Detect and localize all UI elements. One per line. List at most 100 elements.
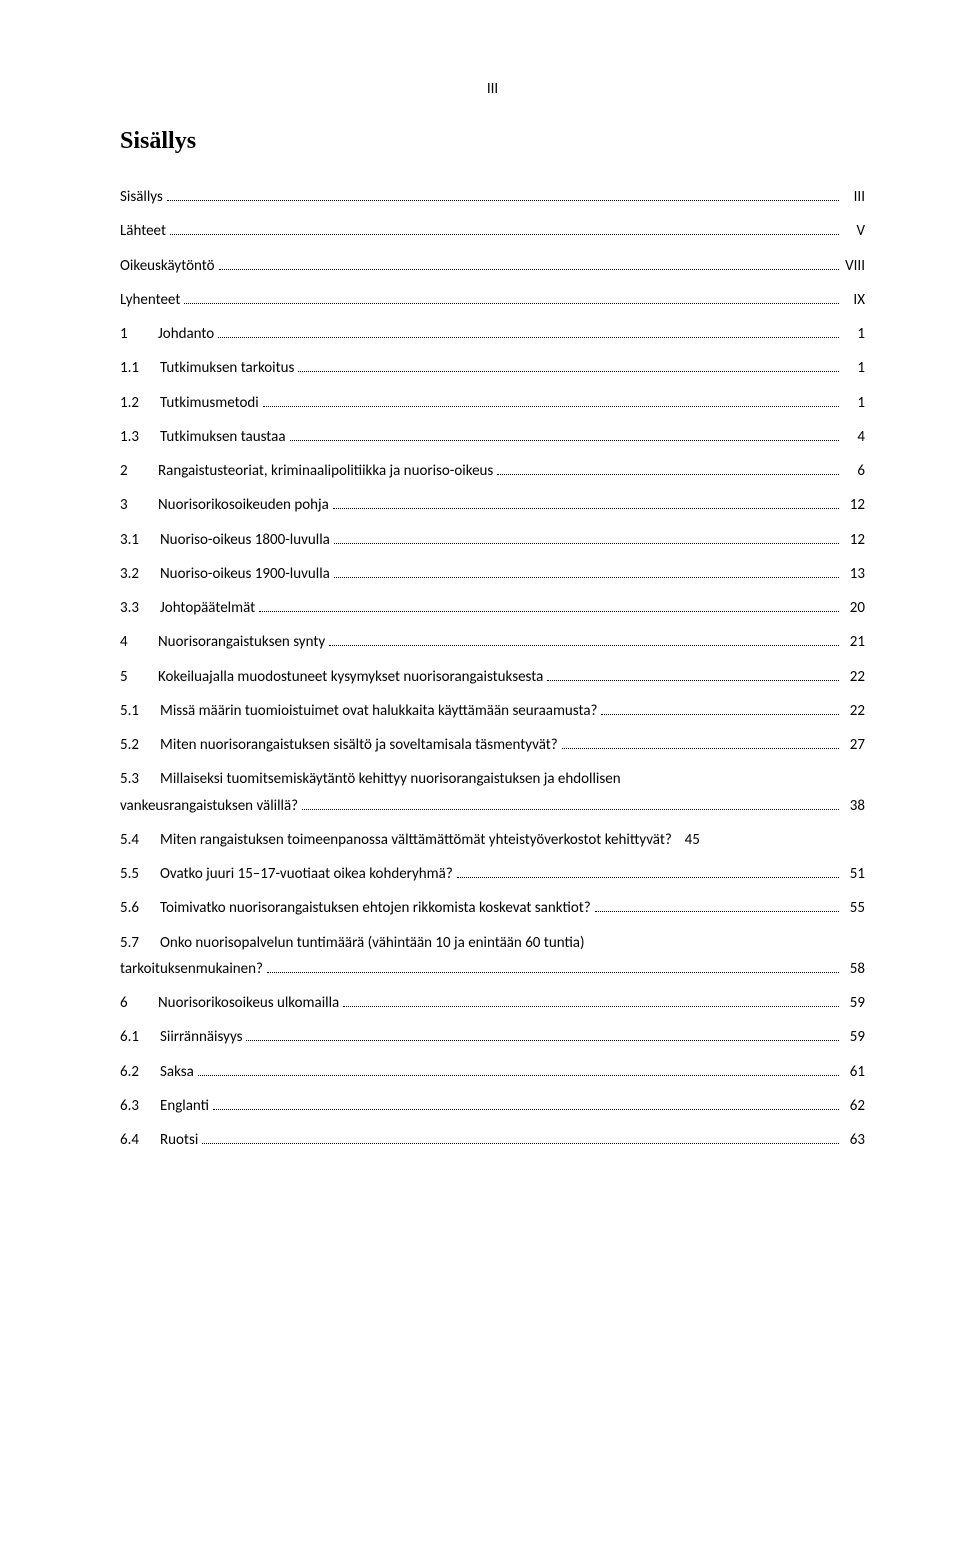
toc-number: 5 xyxy=(120,667,138,687)
toc-number: 6 xyxy=(120,993,138,1013)
toc-label: Miten rangaistuksen toimeenpanossa vältt… xyxy=(160,830,672,850)
toc-label: Ruotsi xyxy=(160,1130,198,1150)
toc-number: 4 xyxy=(120,632,138,652)
toc-entry: 6 Nuorisorikosoikeus ulkomailla 59 xyxy=(120,993,865,1013)
toc-label: Millaiseksi tuomitsemiskäytäntö kehittyy… xyxy=(160,769,621,789)
toc-page-number: 27 xyxy=(843,735,865,755)
toc-entry: 5.1Missä määrin tuomioistuimet ovat halu… xyxy=(120,701,865,721)
toc-label: Toimivatko nuorisorangaistuksen ehtojen … xyxy=(160,898,591,918)
toc-leader-dots xyxy=(343,996,839,1008)
toc-leader-dots xyxy=(202,1133,839,1145)
toc-label: Nuoriso-oikeus 1800-luvulla xyxy=(160,530,330,550)
document-page: III Sisällys SisällysIIILähteetVOikeuskä… xyxy=(0,0,960,1254)
toc-leader-dots xyxy=(263,395,839,407)
toc-entry: 6.3Englanti62 xyxy=(120,1096,865,1116)
toc-leader-dots xyxy=(302,798,839,810)
toc-page-number: VIII xyxy=(843,256,865,276)
toc-number: 3 xyxy=(120,495,138,515)
toc-entry: 3.3Johtopäätelmät20 xyxy=(120,598,865,618)
toc-page-number: 58 xyxy=(843,959,865,979)
toc-entry: 2 Rangaistusteoriat, kriminaalipolitiikka… xyxy=(120,461,865,481)
toc-leader-dots xyxy=(562,738,839,750)
toc-entry: 5.3Millaiseksi tuomitsemiskäytäntö kehit… xyxy=(120,769,865,816)
toc-page-number: 4 xyxy=(843,427,865,447)
toc-entry: 1.1Tutkimuksen tarkoitus1 xyxy=(120,358,865,378)
toc-page-number: 1 xyxy=(843,393,865,413)
toc-label: Lähteet xyxy=(120,221,166,241)
toc-entry: 5.4Miten rangaistuksen toimeenpanossa vä… xyxy=(120,830,865,850)
toc-label: Englanti xyxy=(160,1096,209,1116)
toc-entry: 1Johdanto1 xyxy=(120,324,865,344)
toc-leader-dots xyxy=(184,292,839,304)
toc-entry: 5.6Toimivatko nuorisorangaistuksen ehtoj… xyxy=(120,898,865,918)
toc-entry: 1.2Tutkimusmetodi1 xyxy=(120,393,865,413)
toc-leader-dots xyxy=(198,1064,839,1076)
toc-number: 5.1 xyxy=(120,701,160,721)
toc-number: 1.2 xyxy=(120,393,160,413)
toc-page-number: 6 xyxy=(843,461,865,481)
toc-page-number: 12 xyxy=(843,495,865,515)
toc-leader-dots xyxy=(333,498,839,510)
toc-leader-dots xyxy=(329,635,839,647)
toc-leader-dots xyxy=(547,669,839,681)
toc-entry: 4 Nuorisorangaistuksen synty 21 xyxy=(120,632,865,652)
toc-page-number: 55 xyxy=(843,898,865,918)
toc-label: Missä määrin tuomioistuimet ovat halukka… xyxy=(160,701,597,721)
toc-page-number: 22 xyxy=(843,701,865,721)
toc-leader-dots xyxy=(170,224,839,236)
toc-page-number: 1 xyxy=(843,324,865,344)
toc-page-number: 61 xyxy=(843,1062,865,1082)
toc-number: 5.6 xyxy=(120,898,160,918)
toc-leader-dots xyxy=(457,867,839,879)
toc-label: Onko nuorisopalvelun tuntimäärä (vähintä… xyxy=(160,933,585,953)
toc-leader-dots xyxy=(218,327,839,339)
toc-label: Nuorisorikosoikeus ulkomailla xyxy=(158,993,339,1013)
toc-label: Ovatko juuri 15–17-vuotiaat oikea kohder… xyxy=(160,864,453,884)
toc-label: Miten nuorisorangaistuksen sisältö ja so… xyxy=(160,735,558,755)
toc-entry: 5Kokeiluajalla muodostuneet kysymykset n… xyxy=(120,667,865,687)
toc-number: 6.3 xyxy=(120,1096,160,1116)
toc-leader-dots xyxy=(601,703,839,715)
toc-label: Lyhenteet xyxy=(120,290,180,310)
toc-number: 3.2 xyxy=(120,564,160,584)
toc-label: Sisällys xyxy=(120,187,163,207)
toc-page-number: 59 xyxy=(843,993,865,1013)
toc-number: 5.4 xyxy=(120,830,160,850)
toc-entry: 3.2Nuoriso-oikeus 1900-luvulla13 xyxy=(120,564,865,584)
toc-leader-dots xyxy=(246,1030,839,1042)
toc-page-number: 22 xyxy=(843,667,865,687)
toc-entry: 6.2Saksa61 xyxy=(120,1062,865,1082)
toc-leader-dots xyxy=(298,361,839,373)
toc-leader-dots xyxy=(259,601,839,613)
toc-leader-dots xyxy=(334,566,839,578)
toc-leader-dots xyxy=(213,1098,839,1110)
toc-page-number: 51 xyxy=(843,864,865,884)
toc-leader-dots xyxy=(334,532,839,544)
table-of-contents: SisällysIIILähteetVOikeuskäytöntöVIIILyh… xyxy=(120,187,865,1150)
toc-leader-dots xyxy=(267,961,839,973)
toc-label: Nuorisorangaistuksen synty xyxy=(158,632,325,652)
toc-number: 2 xyxy=(120,461,138,481)
toc-leader-dots xyxy=(290,429,839,441)
toc-entry: 3.1Nuoriso-oikeus 1800-luvulla 12 xyxy=(120,530,865,550)
toc-page-number: 59 xyxy=(843,1027,865,1047)
toc-page-number: 20 xyxy=(843,598,865,618)
toc-entry: 5.5Ovatko juuri 15–17-vuotiaat oikea koh… xyxy=(120,864,865,884)
page-title: Sisällys xyxy=(120,128,865,155)
toc-entry: 5.7Onko nuorisopalvelun tuntimäärä (vähi… xyxy=(120,933,865,980)
toc-page-number: 13 xyxy=(843,564,865,584)
toc-page-number: 21 xyxy=(843,632,865,652)
toc-number: 3.1 xyxy=(120,530,160,550)
toc-page-number: III xyxy=(843,187,865,207)
toc-number: 1 xyxy=(120,324,138,344)
page-number-header: III xyxy=(120,80,865,98)
toc-entry: 6.4Ruotsi63 xyxy=(120,1130,865,1150)
toc-label: Rangaistusteoriat, kriminaalipolitiikka … xyxy=(158,461,493,481)
toc-label-cont: tarkoituksenmukainen? xyxy=(120,959,263,979)
toc-label: Saksa xyxy=(160,1062,194,1082)
toc-label: Oikeuskäytöntö xyxy=(120,256,215,276)
toc-leader-dots xyxy=(497,464,839,476)
toc-page-number: 12 xyxy=(843,530,865,550)
toc-label: Johtopäätelmät xyxy=(160,598,255,618)
toc-number: 6.1 xyxy=(120,1027,160,1047)
